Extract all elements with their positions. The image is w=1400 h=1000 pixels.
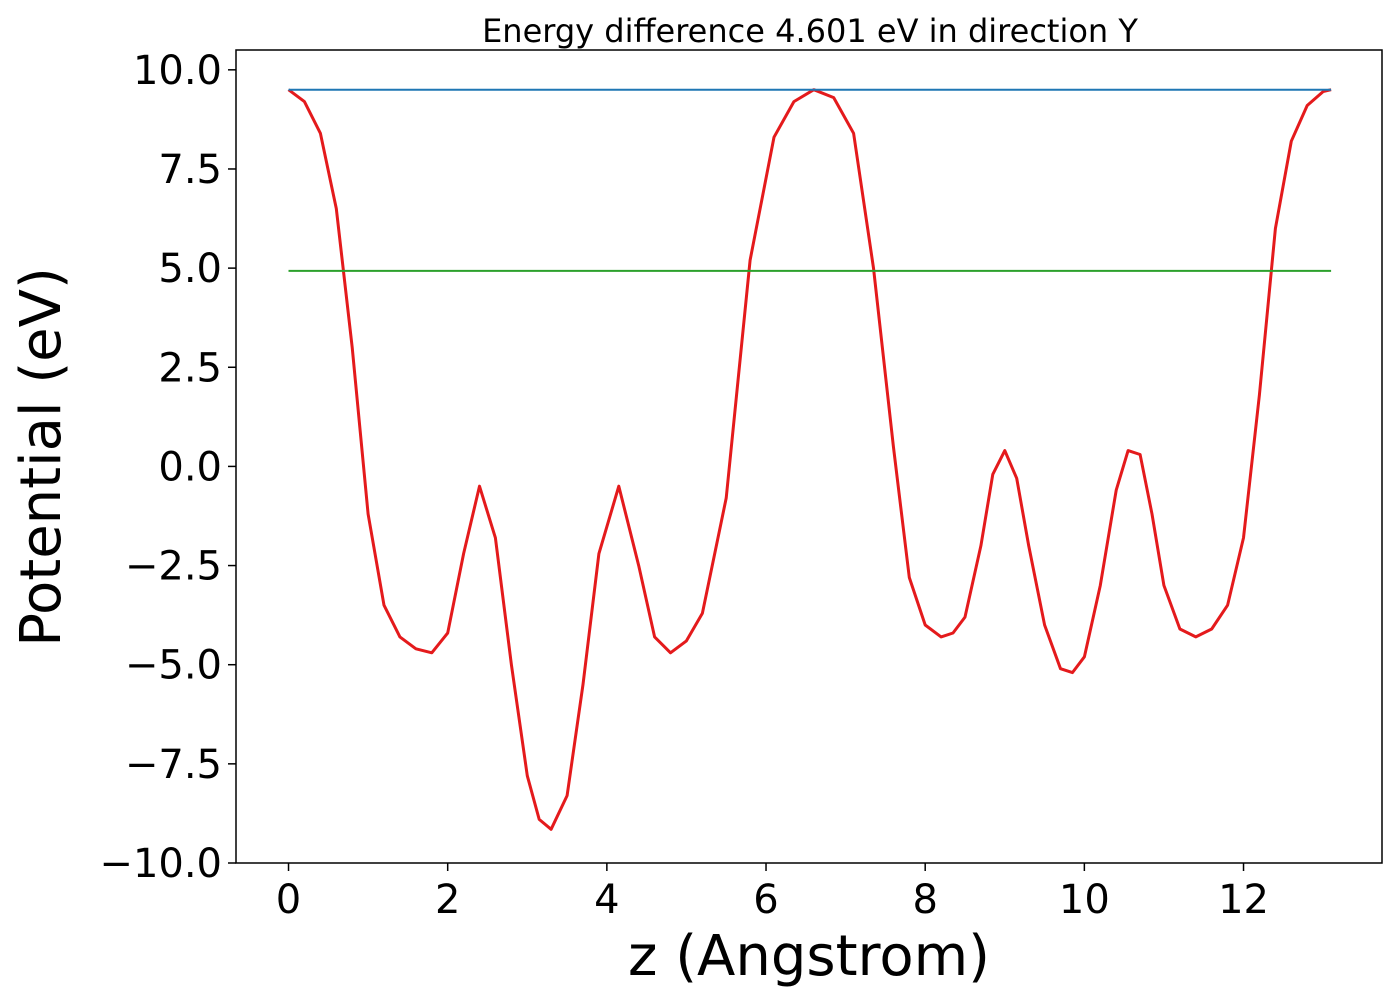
series-line-0: [287, 88, 1332, 831]
y-tick-label: −10.0: [99, 841, 222, 887]
x-axis-ticks: 0 2 4 6 8 10 12: [276, 863, 1269, 923]
y-tick-label: −2.5: [125, 544, 222, 590]
series-layer: [287, 88, 1332, 831]
chart-title: Energy difference 4.601 eV in direction …: [482, 12, 1138, 50]
x-tick-label: 4: [594, 877, 619, 923]
y-axis-title: Potential (eV): [9, 267, 74, 647]
plot-frame: [235, 49, 1383, 864]
x-tick-label: 10: [1059, 877, 1110, 923]
y-tick-label: −5.0: [125, 643, 222, 689]
y-tick-label: 0.0: [158, 444, 222, 490]
x-tick-label: 6: [753, 877, 778, 923]
x-tick-label: 8: [912, 877, 937, 923]
x-tick-label: 0: [276, 877, 301, 923]
y-tick-label: 7.5: [158, 147, 222, 193]
x-axis-title: z (Angstrom): [628, 924, 990, 989]
y-tick-label: 2.5: [158, 345, 222, 391]
y-tick-label: 5.0: [158, 246, 222, 292]
x-tick-label: 2: [435, 877, 460, 923]
y-tick-label: −7.5: [125, 742, 222, 788]
x-tick-label: 12: [1218, 877, 1269, 923]
y-tick-label: 10.0: [133, 48, 222, 94]
y-axis-ticks: −10.0 −7.5 −5.0 −2.5 0.0 2.5 5.0 7.5 10.0: [99, 48, 236, 887]
